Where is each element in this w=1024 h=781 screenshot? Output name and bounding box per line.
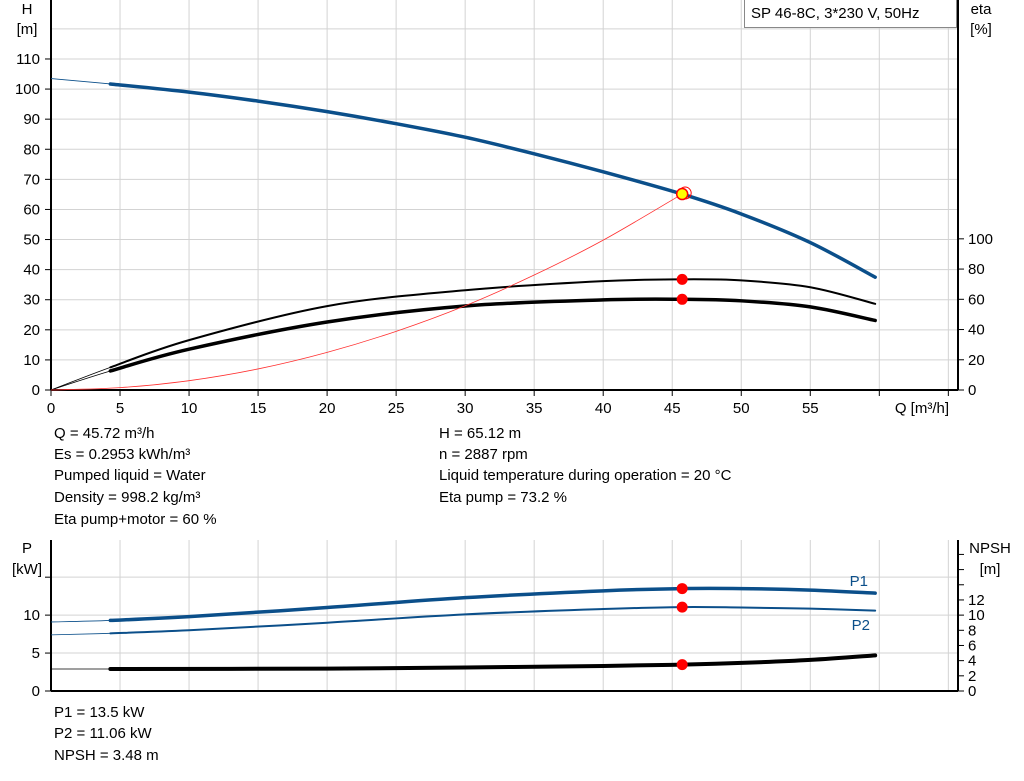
info-temp: Liquid temperature during operation = 20…: [439, 467, 732, 484]
y-tick-label-right: 4: [968, 653, 976, 670]
curve-H-extension: [50, 78, 876, 278]
x-tick-label: 55: [802, 400, 819, 417]
y-tick-label-left: 30: [23, 292, 40, 309]
curve-NPSH: [108, 653, 878, 671]
curve-system-curve: [50, 193, 683, 391]
info-n: n = 2887 rpm: [439, 446, 528, 463]
y-tick-label-left: 5: [32, 645, 40, 662]
y-tick-label-left: 60: [23, 201, 40, 218]
info-q: Q = 45.72 m³/h: [54, 425, 155, 442]
series-label-p1: P1: [850, 573, 868, 590]
y-tick-label-right: 0: [968, 683, 976, 700]
x-tick-label: 15: [250, 400, 267, 417]
x-tick-label: 50: [733, 400, 750, 417]
duty-point-p2: [676, 601, 688, 613]
y-tick-label-left: 0: [32, 683, 40, 700]
info-p1: P1 = 13.5 kW: [54, 704, 145, 721]
x-tick-label: 0: [47, 400, 55, 417]
y-axis-unit-left: [m]: [17, 21, 38, 38]
duty-point-eta-pump: [676, 273, 688, 285]
info-npsh: NPSH = 3.48 m: [54, 747, 159, 764]
y-tick-label-right: 10: [968, 607, 985, 624]
duty-point-eta-pump-motor: [676, 293, 688, 305]
y-tick-label-right: 100: [968, 231, 993, 248]
y-axis-unit-right: [m]: [980, 561, 1001, 578]
y-tick-label-right: 0: [968, 382, 976, 399]
y-tick-label-left: 80: [23, 141, 40, 158]
series-label-p2: P2: [852, 617, 870, 634]
x-tick-label: 10: [181, 400, 198, 417]
x-tick-label: 5: [116, 400, 124, 417]
info-eta-pump: Eta pump = 73.2 %: [439, 489, 567, 506]
y-tick-label-left: 110: [16, 51, 40, 68]
y-tick-label-left: 20: [23, 322, 40, 339]
y-axis-unit-right: [%]: [970, 21, 992, 38]
y-axis-label-left: H: [22, 1, 33, 18]
x-tick-label: 40: [595, 400, 612, 417]
y-axis-label-right: eta: [971, 1, 993, 18]
y-tick-label-right: 2: [968, 668, 976, 685]
y-tick-label-left: 10: [23, 352, 40, 369]
y-tick-label-left: 70: [23, 171, 40, 188]
y-tick-label-right: 12: [968, 592, 985, 609]
x-axis-label: Q [m³/h]: [895, 400, 949, 417]
x-tick-label: 20: [319, 400, 336, 417]
y-axis-label-left: P: [22, 540, 32, 557]
y-tick-label-right: 8: [968, 622, 976, 639]
curve-eta-pump-motor: [108, 297, 877, 373]
info-h: H = 65.12 m: [439, 425, 522, 442]
duty-point-npsh: [676, 659, 688, 671]
info-density: Density = 998.2 kg/m³: [54, 489, 201, 506]
y-tick-label-left: 90: [23, 111, 40, 128]
y-tick-label-right: 40: [968, 322, 985, 339]
y-axis-label-right: NPSH: [969, 540, 1011, 557]
y-tick-label-right: 6: [968, 637, 976, 654]
info-es: Es = 0.2953 kWh/m³: [54, 446, 191, 463]
chart-title: SP 46-8C, 3*230 V, 50Hz: [751, 5, 920, 22]
y-tick-label-left: 10: [23, 607, 40, 624]
y-tick-label-right: 60: [968, 291, 985, 308]
duty-point-p1: [676, 583, 688, 595]
curve-P1: [108, 586, 877, 623]
x-tick-label: 35: [526, 400, 543, 417]
duty-point-head: [675, 187, 689, 201]
x-tick-label: 30: [457, 400, 474, 417]
y-axis-unit-left: [kW]: [12, 561, 42, 578]
info-eta-pump-motor: Eta pump+motor = 60 %: [54, 511, 217, 528]
x-tick-label: 25: [388, 400, 405, 417]
info-liquid: Pumped liquid = Water: [54, 467, 206, 484]
chart-title-box: SP 46-8C, 3*230 V, 50Hz: [744, 0, 957, 28]
curve-eta-pump-extension: [50, 278, 876, 391]
curve-H: [108, 82, 877, 279]
curve-P2: [109, 606, 877, 635]
y-tick-label-right: 80: [968, 261, 985, 278]
y-tick-label-left: 50: [23, 232, 40, 249]
y-tick-label-left: 40: [23, 262, 40, 279]
info-p2: P2 = 11.06 kW: [54, 725, 152, 742]
y-tick-label-right: 20: [968, 352, 985, 369]
y-tick-label-left: 100: [15, 81, 40, 98]
y-tick-label-left: 0: [32, 382, 40, 399]
curve-eta-pump: [109, 278, 877, 369]
x-tick-label: 45: [664, 400, 681, 417]
